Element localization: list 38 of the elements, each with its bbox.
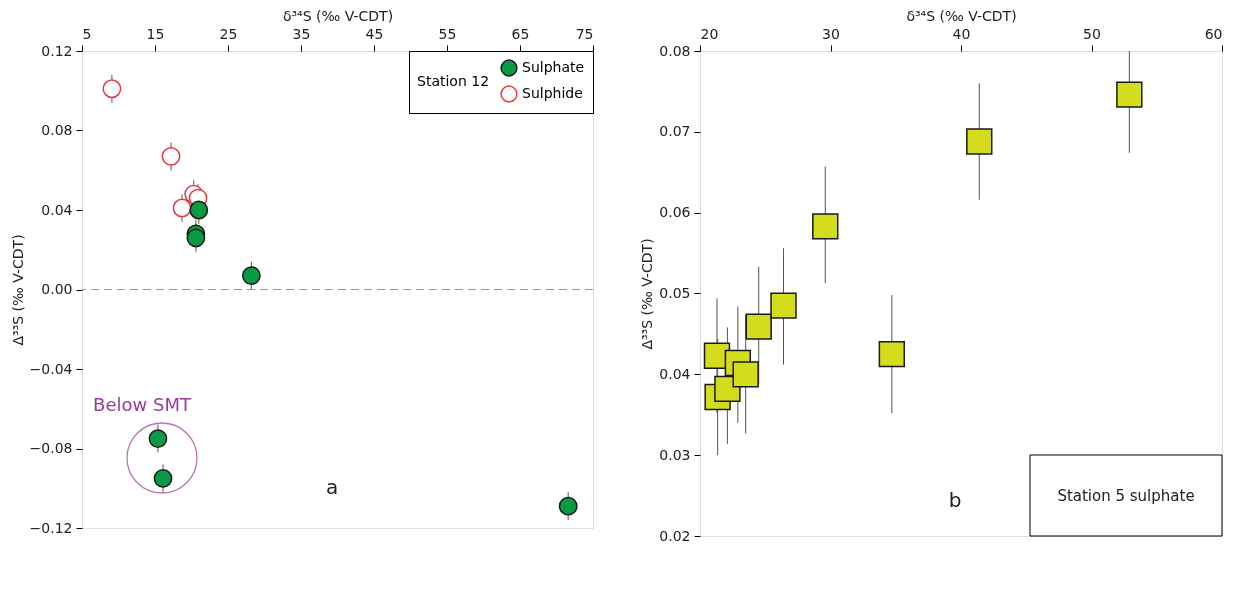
y-axis-title: Δ³³S (‰ V-CDT) [9,234,26,346]
x-tick-label: 65 [511,25,530,42]
y-tick-label: 0.05 [659,285,691,301]
x-tick-label: 50 [1083,25,1101,42]
x-tick-label: 45 [365,25,384,42]
x-tick-label: 60 [1204,25,1223,42]
y-tick-label: −0.12 [29,519,73,536]
x-axis-title: δ³⁴S (‰ V-CDT) [906,7,1017,24]
y-tick-label: −0.08 [29,440,73,456]
annotation: a [325,475,339,499]
annotation: Station 5 sulphate [1057,487,1195,505]
y-tick-label: 0.02 [659,527,691,544]
y-tick-label: 0.07 [659,123,691,140]
x-tick-label: 55 [438,25,457,42]
x-tick-label: 20 [700,25,719,42]
y-tick-label: 0.04 [659,365,691,382]
y-tick-label: 0.03 [659,446,691,463]
y-tick-label: 0.00 [41,281,73,297]
x-tick-label: 75 [575,25,594,42]
y-tick-label: 0.08 [659,42,691,59]
y-tick-label: −0.04 [29,360,73,377]
x-tick-label: 5 [82,25,92,42]
y-axis-title: Δ³³S (‰ V-CDT) [639,238,656,350]
y-tick-label: 0.12 [41,42,73,59]
annotation: b [948,488,962,512]
legend-title: Station 12 [417,73,490,89]
x-tick-label: 40 [952,25,971,42]
y-tick-label: 0.04 [41,201,73,218]
x-tick-label: 15 [146,25,165,42]
legend-label: Sulphide [522,85,583,101]
y-tick-label: 0.06 [659,204,691,221]
annotation: Below SMT [93,394,192,415]
x-tick-label: 25 [219,25,238,42]
y-tick-label: 0.08 [41,122,73,138]
x-tick-label: 30 [822,25,840,42]
x-axis-title: δ³⁴S (‰ V-CDT) [282,7,394,24]
legend-label: Sulphate [522,59,585,75]
x-tick-label: 35 [292,25,311,42]
